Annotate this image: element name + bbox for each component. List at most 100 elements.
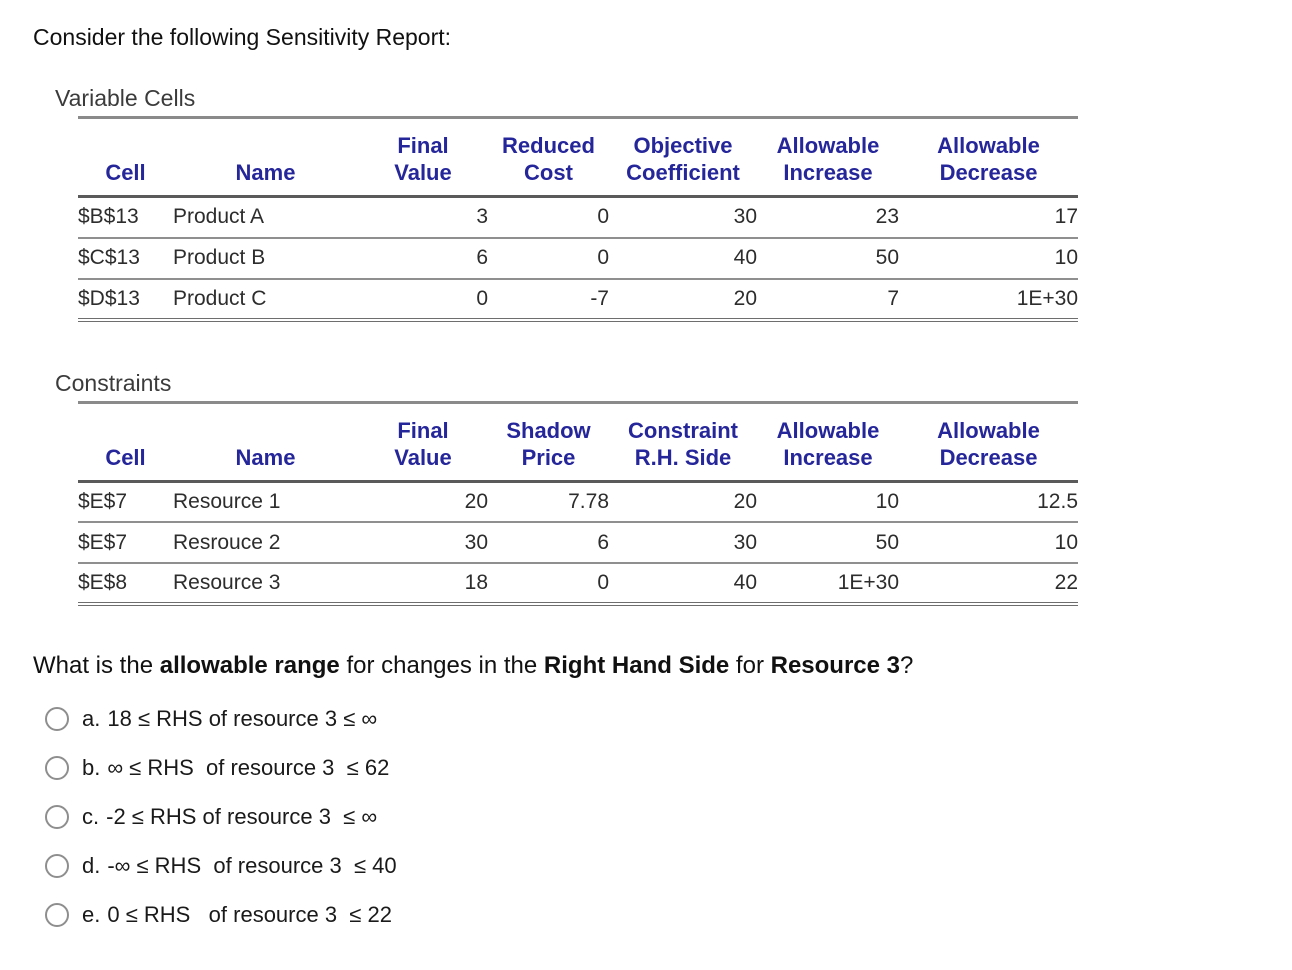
- table-row: $E$7 Resource 1 20 7.78 20 10 12.5: [78, 481, 1078, 522]
- final-value: 6: [476, 246, 488, 269]
- final-value: 0: [476, 286, 488, 310]
- final-value: 18: [464, 571, 488, 594]
- table-row: $E$8 Resource 3 18 0 40 1E+30 22: [78, 563, 1078, 604]
- allowable-decrease: 17: [1054, 205, 1078, 229]
- question-bold: Resource 3: [770, 652, 901, 679]
- variable-cells-title: Variable Cells: [55, 85, 196, 111]
- col-header-allowable-dec: Allowable: [937, 133, 1040, 158]
- constraints-table: Final Shadow Constraint Allowable Allowa…: [78, 400, 1078, 606]
- question-part: for changes in the: [339, 652, 544, 679]
- radio-button[interactable]: [45, 706, 69, 731]
- header-spacer: [173, 402, 358, 444]
- allowable-decrease: 12.5: [1037, 489, 1078, 513]
- col-header-cell: Cell: [105, 444, 146, 470]
- radio-button[interactable]: [45, 902, 69, 927]
- col-header-value: Value: [394, 160, 452, 185]
- cell-ref: $B$13: [78, 205, 139, 229]
- option-a[interactable]: a. 18 ≤ RHS of resource 3 ≤ ∞: [45, 694, 1292, 743]
- row-name: Product C: [173, 286, 267, 310]
- radio-button[interactable]: [45, 853, 69, 878]
- allowable-increase: 50: [875, 246, 899, 269]
- allowable-increase: 1E+30: [837, 571, 899, 594]
- shadow-price: 0: [597, 571, 609, 594]
- option-letter: b.: [82, 754, 101, 780]
- cell-ref: $E$7: [78, 530, 128, 554]
- allowable-decrease: 22: [1054, 571, 1078, 594]
- row-name: Resource 3: [173, 571, 281, 594]
- row-name: Resource 1: [173, 489, 281, 513]
- col-header-cell: Cell: [105, 160, 146, 185]
- shadow-price: 6: [597, 530, 609, 554]
- header-row-top: Final Reduced Objective Allowable Allowa…: [78, 118, 1078, 160]
- col-header-increase: Increase: [783, 444, 873, 470]
- final-value: 3: [476, 205, 488, 229]
- row-name: Product A: [173, 205, 265, 229]
- header-row-top: Final Shadow Constraint Allowable Allowa…: [78, 402, 1078, 444]
- col-header-objective: Objective: [633, 133, 733, 158]
- header-spacer: [173, 118, 358, 160]
- option-text: -2 ≤ RHS of resource 3 ≤ ∞: [106, 803, 378, 829]
- constraint-rhs: 20: [733, 489, 757, 513]
- cell-ref: $C$13: [78, 246, 140, 269]
- row-name: Product B: [173, 246, 266, 269]
- option-letter: d.: [82, 852, 101, 878]
- header-spacer: [78, 118, 173, 160]
- question-bold: allowable range: [159, 652, 340, 679]
- option-b[interactable]: b. ∞ ≤ RHS of resource 3 ≤ 62: [45, 743, 1292, 792]
- objective-coefficient: 40: [733, 246, 757, 269]
- final-value: 20: [464, 489, 488, 513]
- col-header-increase: Increase: [783, 160, 873, 185]
- col-header-final: Final: [397, 133, 449, 158]
- answer-options: a. 18 ≤ RHS of resource 3 ≤ ∞ b. ∞ ≤ RHS…: [45, 694, 1292, 939]
- constraint-rhs: 40: [733, 571, 757, 594]
- option-letter: e.: [82, 901, 101, 927]
- option-letter: a.: [82, 705, 101, 731]
- option-letter: c.: [82, 803, 100, 829]
- col-header-final: Final: [397, 417, 449, 443]
- row-name: Resrouce 2: [173, 530, 281, 554]
- question-text: What is the allowable range for changes …: [33, 652, 1292, 680]
- allowable-decrease: 10: [1054, 530, 1078, 554]
- allowable-increase: 23: [875, 205, 899, 229]
- col-header-coefficient: Coefficient: [626, 160, 740, 185]
- final-value: 30: [464, 530, 488, 554]
- col-header-allowable-inc: Allowable: [776, 417, 880, 443]
- table-row: $B$13 Product A 3 0 30 23 17: [78, 197, 1078, 238]
- allowable-decrease: 1E+30: [1016, 286, 1078, 310]
- reduced-cost: 0: [597, 246, 609, 269]
- allowable-increase: 10: [875, 489, 899, 513]
- allowable-increase: 50: [875, 530, 899, 554]
- cell-ref: $D$13: [78, 286, 140, 310]
- table-row: $E$7 Resrouce 2 30 6 30 50 10: [78, 522, 1078, 563]
- col-header-name: Name: [235, 160, 296, 185]
- radio-button[interactable]: [45, 755, 69, 780]
- allowable-increase: 7: [887, 286, 899, 310]
- option-text: 18 ≤ RHS of resource 3 ≤ ∞: [107, 705, 378, 731]
- col-header-reduced: Reduced: [502, 133, 595, 158]
- col-header-constraint: Constraint: [628, 417, 738, 443]
- col-header-allowable-dec: Allowable: [937, 417, 1040, 443]
- col-header-decrease: Decrease: [939, 160, 1038, 185]
- variable-cells-table: Final Reduced Objective Allowable Allowa…: [78, 116, 1078, 322]
- radio-button[interactable]: [45, 804, 69, 829]
- col-header-rhs: R.H. Side: [634, 444, 732, 470]
- option-text: -∞ ≤ RHS of resource 3 ≤ 40: [107, 852, 397, 878]
- intro-text: Consider the following Sensitivity Repor…: [33, 24, 452, 50]
- option-text: 0 ≤ RHS of resource 3 ≤ 22: [107, 901, 392, 927]
- quiz-page: Consider the following Sensitivity Repor…: [33, 24, 1292, 939]
- question-part: ?: [900, 652, 914, 679]
- reduced-cost: -7: [590, 286, 609, 310]
- constraint-rhs: 30: [733, 530, 757, 554]
- col-header-decrease: Decrease: [939, 444, 1038, 470]
- col-header-value: Value: [394, 444, 452, 470]
- header-row-bottom: Cell Name Value Cost Coefficient Increas…: [78, 159, 1078, 197]
- option-c[interactable]: c. -2 ≤ RHS of resource 3 ≤ ∞: [45, 792, 1292, 841]
- option-d[interactable]: d. -∞ ≤ RHS of resource 3 ≤ 40: [45, 841, 1292, 890]
- option-e[interactable]: e. 0 ≤ RHS of resource 3 ≤ 22: [45, 890, 1292, 939]
- cell-ref: $E$7: [78, 489, 128, 513]
- objective-coefficient: 30: [733, 205, 757, 229]
- header-spacer: [78, 402, 173, 444]
- objective-coefficient: 20: [733, 286, 757, 310]
- allowable-decrease: 10: [1054, 246, 1078, 269]
- col-header-price: Price: [521, 444, 576, 470]
